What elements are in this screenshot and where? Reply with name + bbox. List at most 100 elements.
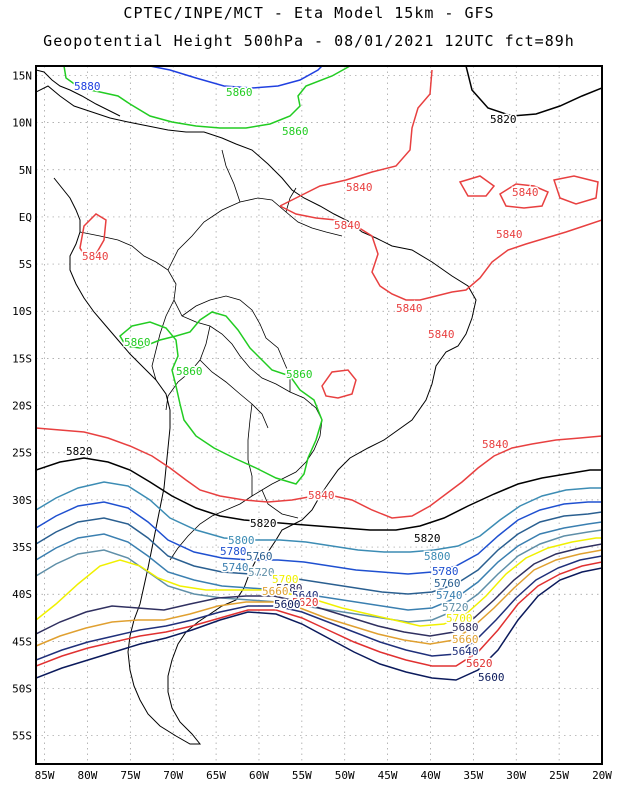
contour-5640: [36, 555, 602, 661]
lat-tick-label: 5N: [19, 164, 32, 177]
contour-label-5760: 5760: [434, 577, 461, 590]
lat-tick-label: 25S: [12, 447, 32, 460]
chart-title-line1: CPTEC/INPE/MCT - Eta Model 15km - GFS: [123, 4, 495, 22]
lon-tick-label: 45W: [378, 769, 398, 782]
contour-5820-south: [36, 457, 602, 531]
contour-5880: [149, 66, 323, 89]
contour-5800: [36, 481, 602, 553]
contour-label-5700: 5700: [446, 612, 473, 625]
lon-tick-label: 25W: [549, 769, 569, 782]
contour-label-5740: 5740: [436, 589, 463, 602]
lon-tick-label: 70W: [163, 769, 183, 782]
contour-5760: [36, 511, 602, 595]
contour-label-5760: 5760: [246, 550, 273, 563]
contour-label-5840: 5840: [308, 489, 335, 502]
lon-tick-label: 65W: [206, 769, 226, 782]
contour-label-5720: 5720: [442, 601, 469, 614]
contour-label-5820: 5820: [414, 532, 441, 545]
lat-tick-label: 15S: [12, 352, 32, 365]
contour-label-5820: 5820: [66, 445, 93, 458]
contour-label-5880: 5880: [74, 80, 101, 93]
lat-tick-label: 50S: [12, 683, 32, 696]
contour-5720: [36, 529, 602, 623]
lon-tick-label: 75W: [120, 769, 140, 782]
contour-label-5720: 5720: [248, 566, 275, 579]
contour-label-5840: 5840: [512, 186, 539, 199]
contour-label-5660: 5660: [452, 633, 479, 646]
lon-tick-label: 30W: [506, 769, 526, 782]
contour-label-5840: 5840: [82, 250, 109, 263]
contour-5780: [36, 501, 602, 575]
contour-5840-north: [279, 69, 602, 301]
contour-label-5660: 5660: [262, 585, 289, 598]
contour-label-5680: 5680: [452, 621, 479, 634]
lat-tick-label: 45S: [12, 635, 32, 648]
lon-tick-label: 50W: [335, 769, 355, 782]
contour-label-5860: 5860: [176, 365, 203, 378]
contour-label-5820: 5820: [250, 517, 277, 530]
lon-tick-label: 85W: [35, 769, 55, 782]
country-borders: [79, 149, 343, 561]
contour-label-5620: 5620: [292, 596, 319, 609]
contour-5840-main: [36, 427, 602, 519]
contour-label-5800: 5800: [424, 550, 451, 563]
lat-tick-label: 10N: [12, 117, 32, 130]
lat-tick-label: 35S: [12, 541, 32, 554]
contour-label-5780: 5780: [220, 545, 247, 558]
lat-tick-label: EQ: [19, 211, 32, 224]
lon-tick-label: 35W: [463, 769, 483, 782]
contour-label-5820: 5820: [490, 113, 517, 126]
contour-5860-north: [63, 66, 351, 129]
contour-label-5640: 5640: [452, 645, 479, 658]
contour-label-5840: 5840: [334, 219, 361, 232]
chart-title-line2: Geopotential Height 500hPa - 08/01/2021 …: [43, 32, 575, 50]
contour-5840-west-blob: [79, 213, 107, 259]
contour-label-5860: 5860: [282, 125, 309, 138]
contour-5620: [36, 561, 602, 667]
contour-label-5860: 5860: [226, 86, 253, 99]
contour-5820-north: [465, 66, 602, 117]
contour-label-5860: 5860: [286, 368, 313, 381]
central-america-coastline: [36, 69, 121, 117]
contour-label-5860: 5860: [124, 336, 151, 349]
contour-labels: 5880 5860 5860 5820 5840 5840 5840 5840 5840 5840…: [65, 79, 541, 686]
contour-label-5780: 5780: [432, 565, 459, 578]
contour-label-5740: 5740: [222, 561, 249, 574]
contour-label-5620: 5620: [466, 657, 493, 670]
contour-5860-continental: [119, 311, 323, 485]
geopotential-contours: [36, 66, 602, 681]
plot-frame: [35, 65, 603, 765]
contour-label-5640: 5640: [292, 589, 319, 602]
contour-5740: [36, 521, 602, 611]
lon-tick-label: 60W: [249, 769, 269, 782]
lat-tick-label: 20S: [12, 400, 32, 413]
contour-5700: [36, 537, 602, 627]
contour-label-5800: 5800: [228, 534, 255, 547]
contour-label-5840: 5840: [346, 181, 373, 194]
lon-tick-label: 55W: [292, 769, 312, 782]
contour-label-5840: 5840: [428, 328, 455, 341]
contour-label-5840: 5840: [482, 438, 509, 451]
lat-tick-label: 10S: [12, 305, 32, 318]
contour-label-5840: 5840: [496, 228, 523, 241]
lat-tick-label: 30S: [12, 494, 32, 507]
lat-tick-label: 40S: [12, 588, 32, 601]
contour-label-5600: 5600: [274, 598, 301, 611]
contour-label-5840: 5840: [396, 302, 423, 315]
lon-tick-label: 40W: [421, 769, 441, 782]
lat-tick-label: 15N: [12, 69, 32, 82]
contour-5680: [36, 543, 602, 637]
contour-5840-inland-blob: [321, 369, 357, 399]
contour-5660: [36, 549, 602, 647]
axis-tick-labels: 15N 10N 5N EQ 5S 10S 15S 20S 25S 30S 35S 40S 45S 50S 5…: [12, 69, 612, 782]
contour-5600: [36, 567, 602, 681]
contour-label-5700: 5700: [272, 573, 299, 586]
plot-area: [36, 66, 602, 764]
lon-tick-label: 80W: [78, 769, 98, 782]
lat-tick-label: 55S: [12, 730, 32, 743]
lon-tick-label: 20W: [592, 769, 612, 782]
lat-tick-label: 5S: [19, 258, 32, 271]
contour-label-5600: 5600: [478, 671, 505, 684]
contour-5840-ne-blob: [458, 175, 599, 209]
